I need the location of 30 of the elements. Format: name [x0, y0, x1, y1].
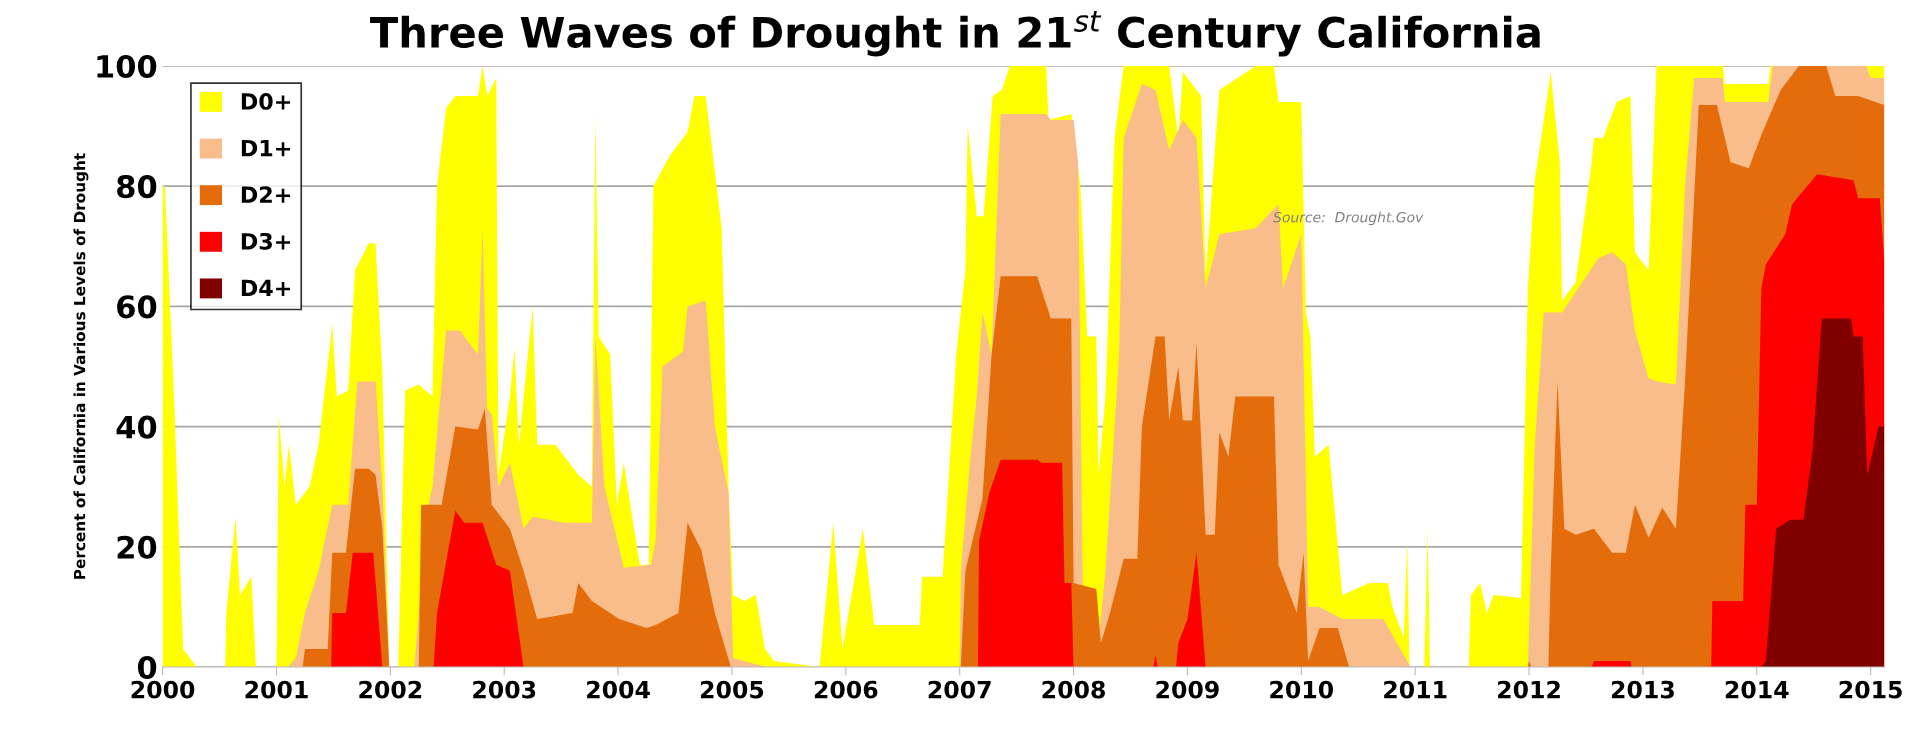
legend-label: D1+: [241, 139, 290, 157]
legend-label: D4+: [241, 279, 290, 297]
x-tick-label: 2003: [473, 680, 536, 699]
x-tick-label: 2004: [587, 680, 650, 699]
x-tick-label: 2002: [359, 680, 422, 699]
x-tick-label: 2013: [1611, 680, 1674, 699]
legend-label: D3+: [241, 232, 290, 250]
x-tick-label: 2006: [814, 680, 878, 699]
x-tick-label: 2015: [1839, 680, 1902, 699]
x-tick-label: 2009: [1156, 680, 1219, 699]
y-tick-label: 0: [137, 655, 157, 680]
chart-title: Three Waves of Drought in 21$^{st}$ Century California: [370, 10, 1540, 57]
x-tick-label: 2005: [700, 680, 764, 699]
x-tick-label: 2010: [1270, 680, 1334, 699]
y-tick-label: 80: [117, 175, 157, 199]
x-tick-label: 2001: [245, 680, 308, 699]
x-tick-label: 2000: [131, 680, 195, 699]
legend-label: D0+: [241, 93, 290, 110]
x-tick-label: 2007: [928, 680, 991, 699]
legend-label: D2+: [241, 186, 290, 203]
x-tick-label: 2012: [1498, 680, 1560, 699]
annotation: Source: Drought.Gov: [1273, 211, 1424, 226]
y-tick-label: 60: [117, 295, 157, 319]
x-tick-label: 2008: [1042, 680, 1105, 699]
y-tick-label: 100: [97, 54, 157, 79]
y-tick-label: 40: [116, 415, 157, 439]
y-axis-title: Percent of California in Various Levels of Drought: [73, 153, 89, 579]
x-tick-label: 2014: [1725, 680, 1789, 699]
y-tick-label: 20: [117, 535, 157, 559]
x-tick-label: 2011: [1384, 680, 1447, 699]
